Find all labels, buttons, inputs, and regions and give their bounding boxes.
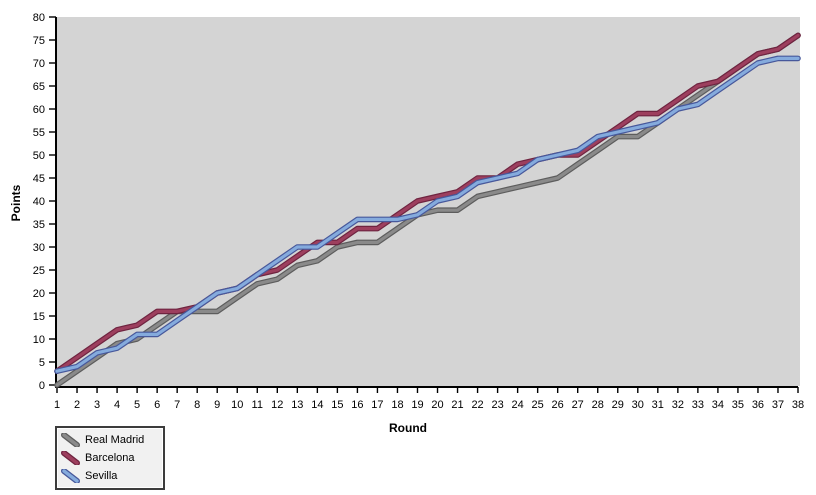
y-tick-label: 70 <box>33 58 45 70</box>
x-tick-label: 34 <box>712 399 724 411</box>
legend-line-swatch-icon <box>61 469 80 483</box>
x-tick-label: 36 <box>752 399 764 411</box>
x-tick-label: 37 <box>772 399 784 411</box>
legend-item: Barcelona <box>61 449 153 467</box>
x-tick-label: 11 <box>252 399 263 411</box>
x-tick-label: 26 <box>552 399 564 411</box>
y-tick-label: 15 <box>33 311 45 323</box>
x-tick-label: 22 <box>471 399 483 411</box>
x-tick-label: 14 <box>311 399 323 411</box>
x-tick-label: 10 <box>231 399 243 411</box>
x-tick-label: 24 <box>511 399 523 411</box>
legend: Real Madrid Barcelona Sevilla <box>55 426 165 490</box>
x-tick-label: 15 <box>331 399 343 411</box>
series-barcelona <box>54 32 801 375</box>
y-tick-label: 60 <box>33 104 45 116</box>
x-tick-label: 33 <box>692 399 704 411</box>
x-tick-label: 4 <box>114 399 120 411</box>
x-tick-label: 2 <box>74 399 80 411</box>
x-tick-label: 25 <box>532 399 544 411</box>
x-tick-label: 12 <box>271 399 283 411</box>
plot-area <box>57 17 800 386</box>
legend-item-label: Sevilla <box>85 470 118 482</box>
y-tick-label: 45 <box>33 173 45 185</box>
y-tick-label: 50 <box>33 150 45 162</box>
legend-line-swatch-icon <box>61 451 80 465</box>
x-tick-label: 30 <box>632 399 644 411</box>
y-tick-label: 80 <box>33 12 45 24</box>
x-tick-label: 13 <box>291 399 303 411</box>
y-tick-label: 5 <box>39 357 45 369</box>
y-tick-label: 65 <box>33 81 45 93</box>
x-tick-label: 3 <box>94 399 100 411</box>
x-tick-label: 19 <box>411 399 423 411</box>
x-tick-label: 38 <box>792 399 804 411</box>
y-tick-label: 20 <box>33 288 45 300</box>
x-tick-label: 6 <box>154 399 160 411</box>
series-line <box>55 56 800 373</box>
x-tick-label: 21 <box>451 399 463 411</box>
x-tick-label: 23 <box>491 399 503 411</box>
x-tick-label: 17 <box>371 399 383 411</box>
legend-item-label: Barcelona <box>85 452 135 464</box>
x-tick-label: 28 <box>592 399 604 411</box>
x-tick-label: 8 <box>194 399 200 411</box>
x-tick-label: 5 <box>134 399 140 411</box>
x-tick-label: 35 <box>732 399 744 411</box>
legend-item: Sevilla <box>61 467 153 485</box>
y-tick-label: 55 <box>33 127 45 139</box>
x-tick-label: 16 <box>351 399 363 411</box>
y-tick-label: 0 <box>39 380 45 392</box>
y-tick-label: 10 <box>33 334 45 346</box>
y-tick-label: 25 <box>33 265 45 277</box>
x-tick-label: 32 <box>672 399 684 411</box>
legend-line-swatch-icon <box>61 433 80 447</box>
x-tick-label: 18 <box>391 399 403 411</box>
x-tick-label: 27 <box>572 399 584 411</box>
x-tick-label: 31 <box>652 399 664 411</box>
x-tick-label: 1 <box>54 399 60 411</box>
legend-item-label: Real Madrid <box>85 434 145 446</box>
y-tick-label: 75 <box>33 35 45 47</box>
x-axis: 1 2 3 4 5 6 7 8 9 10 11 12 13 14 15 16 17 18 19 20 21 22 23 24 2… <box>54 387 804 411</box>
y-axis: 0 5 10 15 20 25 30 35 40 45 50 55 60 65 70 75 80 <box>33 12 56 392</box>
series-sevilla <box>54 55 801 375</box>
y-axis-title: Points <box>9 184 23 222</box>
y-tick-label: 40 <box>33 196 45 208</box>
y-tick-label: 30 <box>33 242 45 254</box>
series-line <box>55 33 800 373</box>
x-axis-title: Round <box>389 421 427 435</box>
legend-item: Real Madrid <box>61 431 153 449</box>
x-tick-label: 9 <box>214 399 220 411</box>
x-tick-label: 7 <box>174 399 180 411</box>
x-tick-label: 20 <box>431 399 443 411</box>
x-tick-label: 29 <box>612 399 624 411</box>
y-tick-label: 35 <box>33 219 45 231</box>
